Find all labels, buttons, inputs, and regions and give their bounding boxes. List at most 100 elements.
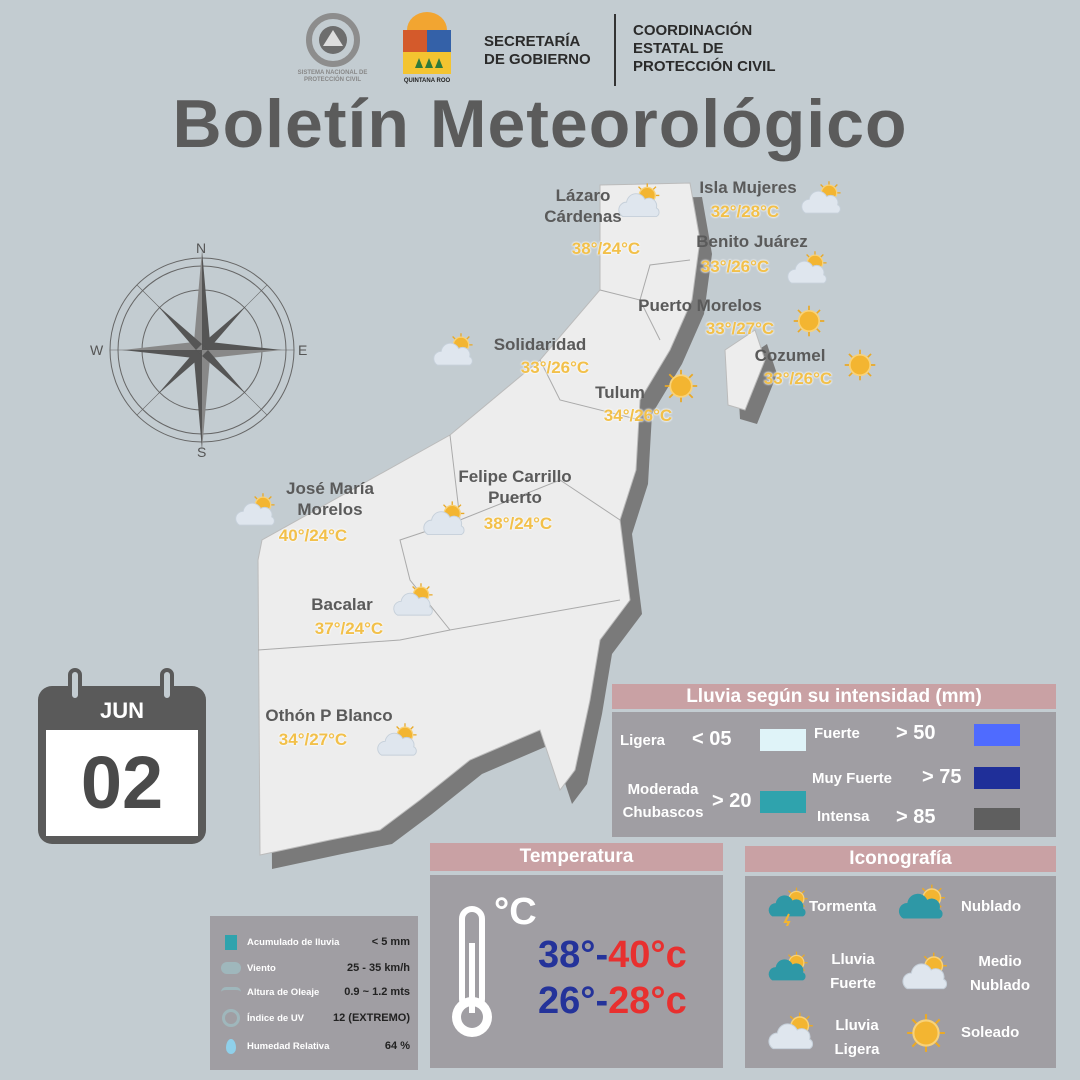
city-name-line: Puerto: [488, 488, 542, 507]
coordinacion-text: COORDINACIÓN ESTATAL DE PROTECCIÓN CIVIL: [633, 22, 776, 76]
condition-label: Viento: [247, 962, 276, 974]
rain-swatch-ligera: [760, 729, 806, 751]
thermometer-icon: [452, 906, 492, 1037]
partly-cloudy-icon: [617, 182, 665, 220]
rain-gauge-icon: [225, 934, 237, 950]
rain-legend-panel: Ligera < 05 Moderada Chubascos > 20 Fuer…: [612, 712, 1056, 837]
partly-cloudy-icon: [392, 582, 438, 619]
separator: -: [595, 980, 609, 1022]
max-temp-low: 38°: [538, 934, 596, 976]
city-name: Puerto Morelos: [638, 295, 762, 316]
rain-swatch-intensa: [974, 808, 1020, 830]
coordinacion-line: COORDINACIÓN: [633, 22, 753, 39]
condition-row: Humedad Relativa 64 %: [220, 1036, 410, 1056]
city-name-line: Cárdenas: [544, 207, 622, 226]
droplet-icon: [226, 1038, 236, 1054]
rain-label: Intensa: [817, 808, 870, 825]
compass-rose-icon: [109, 250, 295, 450]
conditions-panel: Acumulado de lluvia < 5 mm Viento 25 - 3…: [210, 916, 418, 1070]
rain-value: > 85: [896, 806, 936, 828]
city-name: Othón P Blanco: [265, 705, 392, 726]
city-temperature: 32°/28°C: [710, 202, 780, 221]
celsius-symbol: °C: [494, 891, 537, 933]
coordinacion-line: PROTECCIÓN CIVIL: [633, 58, 776, 75]
city-temperature: 40°/24°C: [278, 526, 348, 545]
icon-label: Lluvia Ligera: [834, 1017, 880, 1058]
city-temperature: 37°/24°C: [314, 619, 384, 638]
condition-label: Acumulado de lluvia: [247, 936, 340, 948]
city-temperature: 33°/26°C: [700, 257, 770, 276]
condition-label: Humedad Relativa: [247, 1040, 330, 1052]
rain-label: Ligera: [620, 732, 666, 749]
city-name-line: José María: [286, 479, 374, 498]
min-temp-high: 28°c: [608, 980, 687, 1022]
separator: -: [595, 934, 609, 976]
compass-e: E: [298, 342, 308, 358]
city-temperature: 33°/26°C: [520, 358, 590, 377]
city-name-line: Lázaro: [555, 186, 611, 205]
rain-label: Fuerte: [814, 725, 860, 742]
calendar-month: JUN: [99, 698, 144, 723]
rain-value: > 50: [896, 722, 936, 744]
partly-cloudy-icon: [234, 492, 280, 529]
cloudy-icon: [897, 882, 949, 926]
partly-cloudy-icon: [800, 180, 846, 217]
temperature-title: Temperatura: [430, 843, 723, 871]
secretaria-line: SECRETARÍA: [484, 33, 581, 50]
city-temperature: 33°/26°C: [763, 369, 833, 388]
city-name: Lázaro Cárdenas: [544, 185, 621, 227]
condition-value: 64 %: [384, 1040, 410, 1052]
rain-value: > 20: [712, 790, 752, 812]
city-name-line: Tulum: [595, 383, 645, 402]
partly-cloudy-icon: [376, 722, 422, 759]
compass-w: W: [90, 342, 104, 358]
rain-label: Moderada Chubascos: [622, 781, 704, 821]
quintana-roo-text: QUINTANA ROO: [403, 78, 451, 84]
iconography-panel: Tormenta Nublado Lluvia Fuerte Medio Nub…: [745, 876, 1056, 1068]
sunny-icon: [663, 368, 699, 404]
condition-label: Índice de UV: [247, 1012, 305, 1024]
condition-label: Altura de Oleaje: [247, 986, 320, 998]
condition-value: < 5 mm: [371, 936, 410, 948]
calendar-day: 02: [46, 730, 198, 836]
secretaria-text: SECRETARÍA DE GOBIERNO: [484, 33, 591, 69]
city-temperature: 34°/26°C: [603, 406, 673, 425]
city-name: Isla Mujeres: [699, 177, 796, 198]
city-name-line: Benito Juárez: [696, 232, 808, 251]
condition-row: Índice de UV 12 (EXTREMO): [220, 1008, 410, 1028]
rain-value: < 05: [692, 728, 732, 750]
quintana-roo-shield: [403, 12, 451, 74]
condition-row: Viento 25 - 35 km/h: [220, 958, 410, 978]
compass-n: N: [196, 240, 207, 256]
uv-icon: [222, 1009, 240, 1027]
min-temp-range: 26°-28°c: [538, 981, 687, 1021]
city-name-line: Morelos: [297, 500, 363, 519]
city-name-line: Othón P Blanco: [265, 706, 393, 725]
rain-swatch-fuerte: [974, 724, 1020, 746]
icon-label: Nublado: [961, 898, 1021, 915]
sinaproc-logo-text: SISTEMA NACIONAL DE PROTECCIÓN CIVIL: [297, 70, 368, 83]
city-temperature: 33°/27°C: [705, 319, 775, 338]
city-name-line: Puerto Morelos: [638, 296, 762, 315]
city-name: Bacalar: [311, 594, 372, 615]
compass-s: S: [197, 444, 207, 460]
max-temp-high: 40°c: [608, 934, 687, 976]
condition-value: 12 (EXTREMO): [332, 1012, 410, 1024]
partly-cloudy-icon: [786, 250, 832, 287]
condition-row: Altura de Oleaje 0.9 ~ 1.2 mts: [220, 982, 410, 1002]
city-name: Benito Juárez: [696, 231, 807, 252]
rain-swatch-moderada: [760, 791, 806, 813]
city-temperature: 34°/27°C: [278, 730, 348, 749]
heavy-rain-icon: [767, 946, 811, 990]
city-temperature: 38°/24°C: [483, 514, 553, 533]
rain-swatch-muy-fuerte: [974, 767, 1020, 789]
icon-label: Tormenta: [809, 898, 877, 915]
icon-label: Soleado: [961, 1024, 1020, 1041]
light-rain-icon: [767, 1008, 819, 1056]
sunny-icon: [905, 1012, 947, 1054]
secretaria-line: DE GOBIERNO: [484, 51, 591, 68]
waves-icon: [221, 987, 241, 997]
max-temp-range: 38°-40°c: [538, 935, 687, 975]
condition-value: 25 - 35 km/h: [347, 962, 410, 974]
city-name: Felipe Carrillo Puerto: [458, 466, 571, 508]
